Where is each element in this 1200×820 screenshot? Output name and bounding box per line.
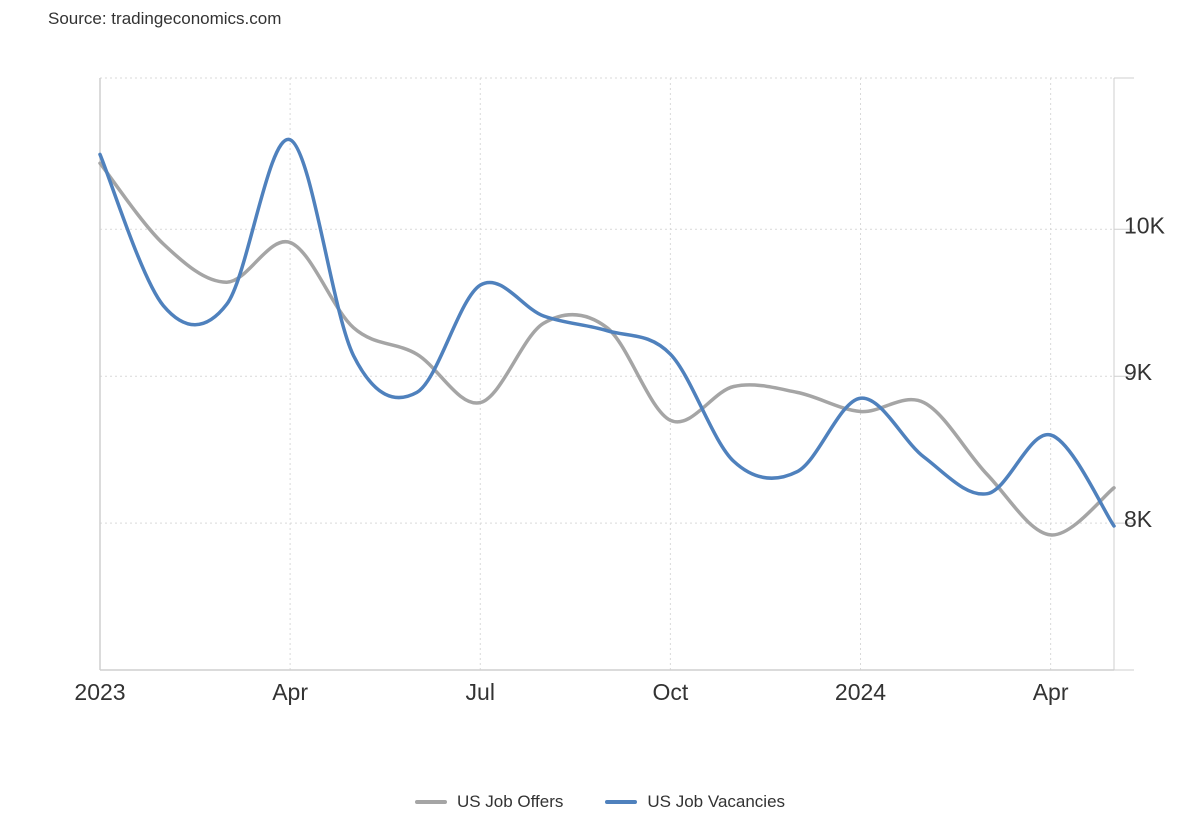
axes	[99, 77, 1134, 671]
y-tick-label: 8K	[1124, 506, 1153, 532]
legend-label: US Job Vacancies	[647, 792, 786, 811]
tick-labels: 8K 9K 10K 2023 Apr Jul Oct 2024 Apr	[74, 212, 1165, 705]
series-lines	[98, 137, 1116, 537]
x-tick-label: Jul	[466, 679, 495, 705]
y-tick-label: 9K	[1124, 359, 1153, 385]
legend-label: US Job Offers	[456, 792, 564, 811]
legend-swatch	[414, 800, 447, 804]
source-label: Source: tradingeconomics.com	[48, 9, 282, 28]
legend-item-us-job-offers[interactable]: US Job Offers	[414, 792, 564, 812]
series-line-us-job-offers	[98, 161, 1116, 537]
y-tick-label: 10K	[1124, 212, 1166, 238]
x-tick-label: Oct	[652, 679, 688, 705]
legend: US Job Offers US Job Vacancies	[0, 792, 1200, 812]
legend-item-us-job-vacancies[interactable]: US Job Vacancies	[605, 792, 785, 812]
x-tick-label: Apr	[272, 679, 308, 705]
line-chart: 8K 9K 10K 2023 Apr Jul Oct 2024 Apr	[74, 77, 1166, 705]
x-tick-label: 2023	[74, 679, 125, 705]
x-tick-label: 2024	[835, 679, 886, 705]
x-tick-label: Apr	[1033, 679, 1069, 705]
legend-swatch	[605, 800, 638, 804]
series-line-us-job-vacancies	[98, 137, 1116, 528]
grid-lines	[100, 77, 1114, 670]
